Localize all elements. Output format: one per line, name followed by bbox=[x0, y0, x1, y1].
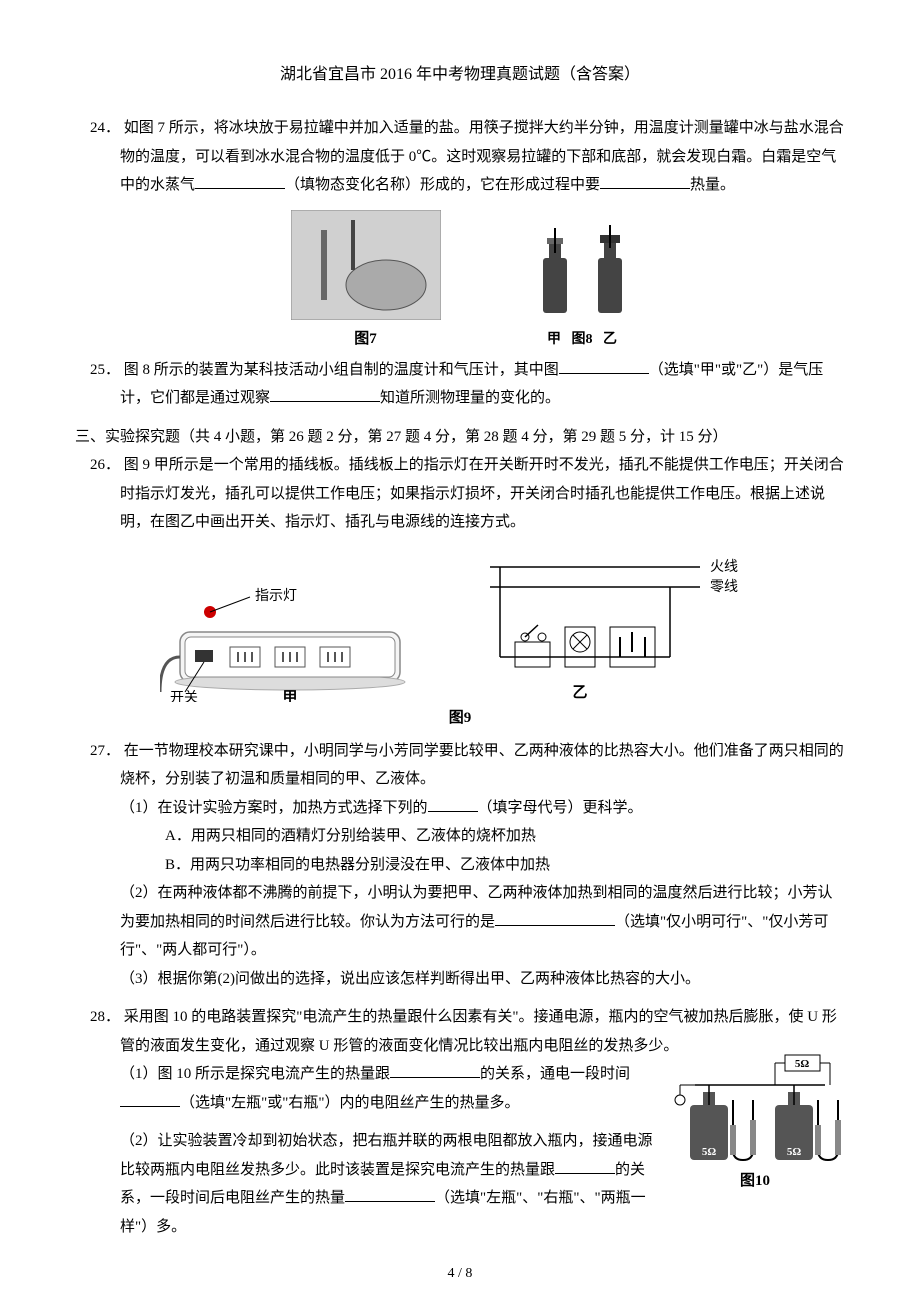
q27-option-b: B．用两只功率相同的电热器分别浸没在甲、乙液体中加热 bbox=[75, 851, 845, 880]
fig10-label: 图10 bbox=[740, 1172, 770, 1189]
fig10-r-left: 5Ω bbox=[702, 1146, 717, 1158]
fig9-switch-label: 开关 bbox=[170, 690, 198, 702]
question-24: 24． 如图 7 所示，将冰块放于易拉罐中并加入适量的盐。用筷子搅拌大约半分钟，… bbox=[75, 114, 845, 200]
figure-9: 指示灯 开关 甲 bbox=[160, 547, 760, 727]
fig10-r-top: 5Ω bbox=[795, 1058, 810, 1070]
blank-fill[interactable] bbox=[428, 795, 478, 812]
figure-10: 5Ω 5Ω 5Ω bbox=[665, 1050, 845, 1211]
question-25: 25． 图 8 所示的装置为某科技活动小组自制的温度计和气压计，其中图（选填"甲… bbox=[75, 356, 845, 413]
q27-intro: 在一节物理校本研究课中，小明同学与小芳同学要比较甲、乙两种液体的比热容大小。他们… bbox=[120, 743, 844, 788]
q24-text-b: （填物态变化名称）形成的，它在形成过程中要 bbox=[285, 177, 600, 193]
q28-intro: 采用图 10 的电路装置探究"电流产生的热量跟什么因素有关"。接通电源，瓶内的空… bbox=[120, 1009, 837, 1054]
q26-text: 图 9 甲所示是一个常用的插线板。插线板上的指示灯在开关断开时不发光，插孔不能提… bbox=[120, 457, 844, 530]
blank-fill[interactable] bbox=[390, 1062, 480, 1079]
fig8-right-label: 乙 bbox=[603, 332, 617, 347]
q26-number: 26． bbox=[90, 457, 120, 473]
document-title: 湖北省宜昌市 2016 年中考物理真题试题（含答案） bbox=[75, 60, 845, 84]
fig8-left-label: 甲 bbox=[547, 332, 561, 347]
q24-number: 24． bbox=[90, 120, 120, 136]
q28-p1-c: （选填"左瓶"或"右瓶"）内的电阻丝产生的热量多。 bbox=[180, 1095, 520, 1111]
blank-fill[interactable] bbox=[559, 357, 649, 374]
blank-fill[interactable] bbox=[270, 386, 380, 403]
fig8-bottle-a bbox=[535, 223, 575, 323]
page-number: 4 / 8 bbox=[0, 1266, 920, 1282]
q24-text-c: 热量。 bbox=[690, 177, 735, 193]
question-27: 27． 在一节物理校本研究课中，小明同学与小芳同学要比较甲、乙两种液体的比热容大… bbox=[75, 737, 845, 994]
question-26: 26． 图 9 甲所示是一个常用的插线板。插线板上的指示灯在开关断开时不发光，插… bbox=[75, 451, 845, 537]
figure-8: 甲 图8 乙 bbox=[535, 223, 630, 348]
q27-p3: （3）根据你第(2)问做出的选择，说出应该怎样判断得出甲、乙两种液体比热容的大小… bbox=[75, 965, 845, 994]
q28-number: 28． bbox=[90, 1009, 120, 1025]
blank-fill[interactable] bbox=[555, 1157, 615, 1174]
fig9-live-label: 火线 bbox=[710, 559, 738, 575]
fig8-label: 图8 bbox=[572, 332, 593, 347]
q25-number: 25． bbox=[90, 362, 120, 378]
q27-p1-a: （1）在设计实验方案时，加热方式选择下列的 bbox=[120, 800, 428, 816]
fig9-right-sub: 乙 bbox=[572, 685, 587, 701]
fig7-image bbox=[291, 210, 441, 320]
blank-fill[interactable] bbox=[495, 909, 615, 926]
figure-7: 图7 bbox=[291, 210, 441, 348]
q25-text-c: 知道所测物理量的变化的。 bbox=[380, 390, 560, 406]
q25-text-a: 图 8 所示的装置为某科技活动小组自制的温度计和气压计，其中图 bbox=[124, 362, 559, 378]
blank-fill[interactable] bbox=[345, 1186, 435, 1203]
figure-row-7-8: 图7 甲 图8 bbox=[75, 210, 845, 348]
section-3-title: 三、实验探究题（共 4 小题，第 26 题 2 分，第 27 题 4 分，第 2… bbox=[75, 423, 845, 452]
q27-number: 27． bbox=[90, 743, 120, 759]
q28-p1-b: 的关系，通电一段时间 bbox=[480, 1066, 630, 1082]
blank-fill[interactable] bbox=[600, 173, 690, 190]
fig9-left-sub: 甲 bbox=[282, 689, 297, 702]
fig8-bottle-b bbox=[590, 223, 630, 323]
fig9-left-panel: 指示灯 开关 甲 bbox=[160, 562, 420, 707]
blank-fill[interactable] bbox=[195, 173, 285, 190]
fig9-right-panel: 火线 零线 乙 bbox=[480, 547, 760, 712]
fig9-neutral-label: 零线 bbox=[710, 579, 738, 595]
fig10-r-right: 5Ω bbox=[787, 1146, 802, 1158]
blank-fill[interactable] bbox=[120, 1090, 180, 1107]
q28-p1-a: （1）图 10 所示是探究电流产生的热量跟 bbox=[120, 1066, 390, 1082]
fig7-label: 图7 bbox=[291, 327, 441, 348]
q27-option-a: A．用两只相同的酒精灯分别给装甲、乙液体的烧杯加热 bbox=[75, 822, 845, 851]
q27-p1-b: （填字母代号）更科学。 bbox=[478, 800, 643, 816]
fig9-indicator-label: 指示灯 bbox=[255, 588, 297, 604]
question-28: 28． 采用图 10 的电路装置探究"电流产生的热量跟什么因素有关"。接通电源，… bbox=[75, 1003, 845, 1241]
fig9-label: 图9 bbox=[160, 706, 760, 727]
